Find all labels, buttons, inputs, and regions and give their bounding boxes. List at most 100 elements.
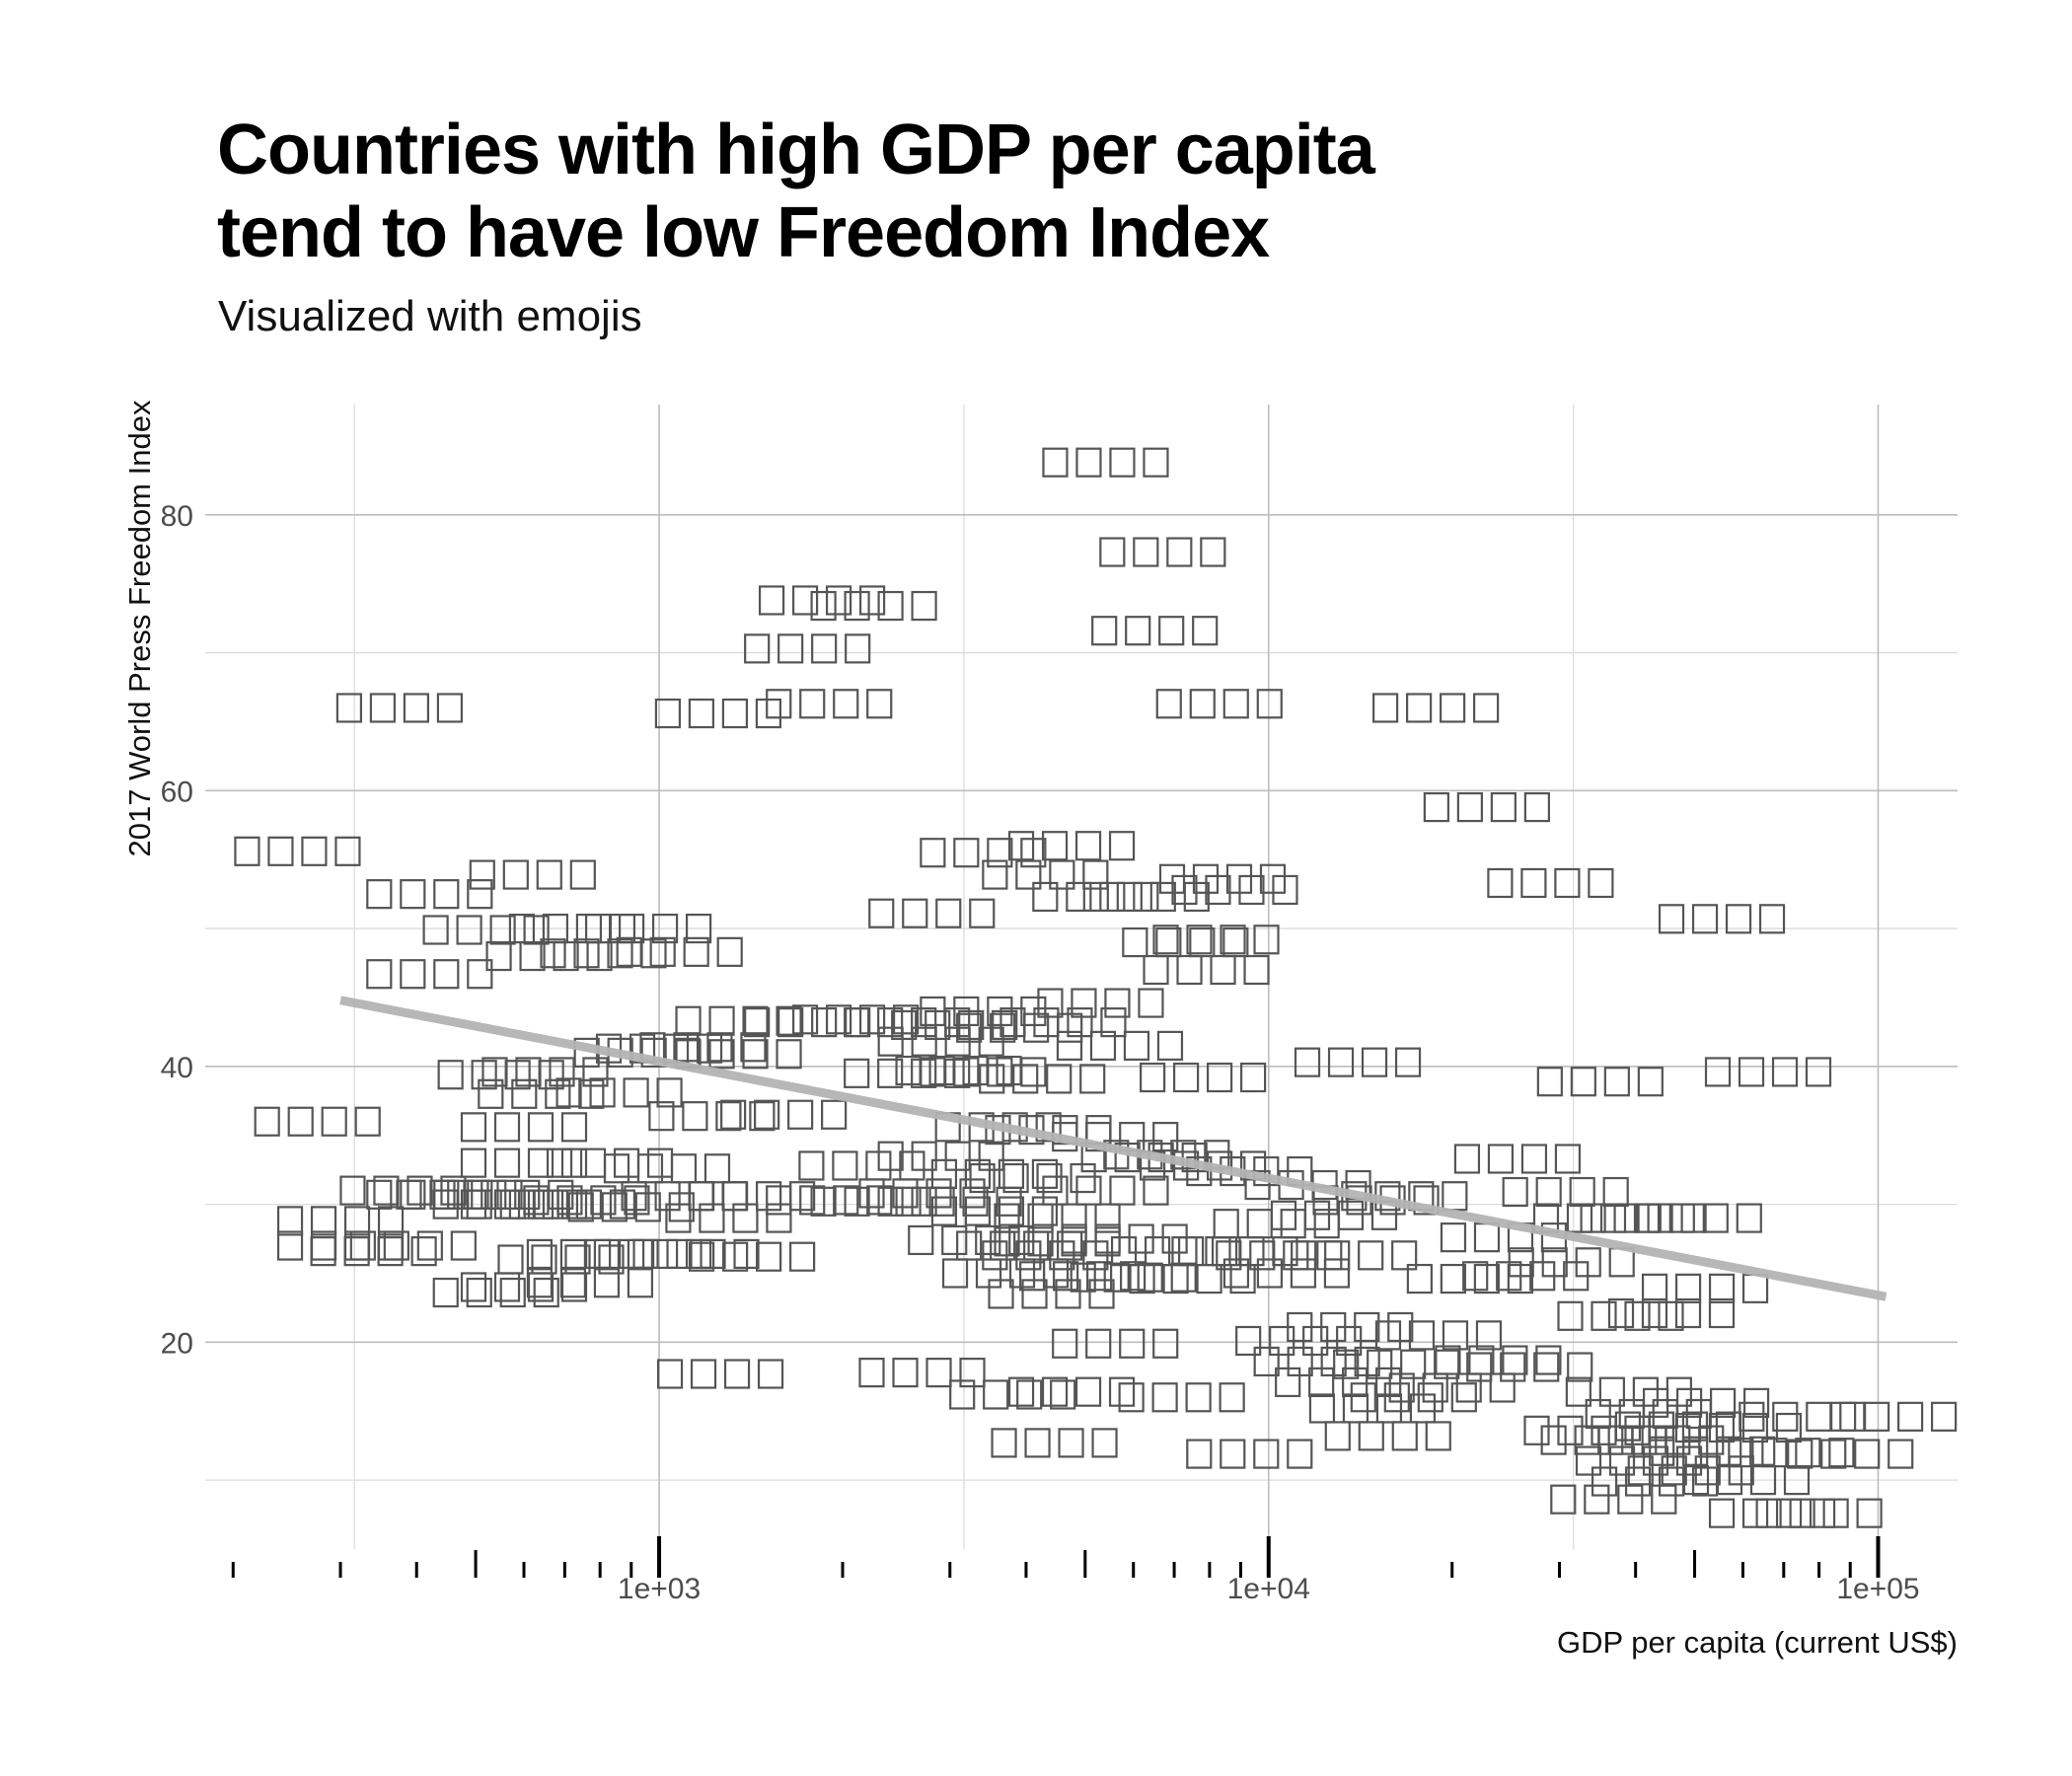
emoji-glyph-box xyxy=(1280,1209,1306,1239)
emoji-glyph-box xyxy=(811,1007,838,1038)
data-point xyxy=(1435,1345,1562,1375)
emoji-glyph-box xyxy=(1887,1439,1914,1469)
emoji-glyph-box xyxy=(560,1112,588,1143)
emoji-glyph-box xyxy=(821,1099,848,1130)
emoji-glyph-box xyxy=(799,689,826,719)
data-point xyxy=(895,1055,1022,1086)
data-point xyxy=(584,1238,712,1270)
emoji-glyph-box xyxy=(1067,1007,1093,1038)
emoji-glyph-box xyxy=(994,1226,1020,1257)
emoji-glyph-box xyxy=(877,590,904,622)
emoji-glyph-box xyxy=(1120,1261,1147,1292)
emoji-glyph-box xyxy=(969,898,996,928)
data-point xyxy=(810,1186,937,1217)
data-point xyxy=(1536,1067,1664,1097)
emoji-glyph-box xyxy=(1839,1401,1866,1432)
data-point xyxy=(1550,1484,1677,1515)
emoji-glyph-box xyxy=(1830,1401,1857,1432)
data-point xyxy=(1042,447,1169,478)
data-point xyxy=(1374,1320,1503,1351)
emoji-glyph-box xyxy=(1637,1067,1664,1097)
emoji-glyph-box xyxy=(722,1241,749,1272)
data-point xyxy=(1007,1376,1136,1407)
emoji-glyph-box xyxy=(858,1358,885,1388)
emoji-glyph-box xyxy=(621,1181,647,1212)
emoji-glyph-box xyxy=(559,1268,587,1298)
emoji-glyph-box xyxy=(1806,1401,1832,1432)
data-point xyxy=(920,1057,1047,1087)
emoji-glyph-box xyxy=(1417,1382,1443,1413)
emoji-glyph-box xyxy=(925,1358,952,1388)
emoji-glyph-box xyxy=(1036,1162,1063,1194)
emoji-glyph-box xyxy=(1682,1465,1710,1496)
emoji-glyph-box xyxy=(1591,1300,1617,1331)
emoji-glyph-box xyxy=(1119,1328,1146,1359)
emoji-glyph-box xyxy=(369,693,397,723)
emoji-glyph-box xyxy=(1342,1367,1369,1397)
emoji-glyph-box xyxy=(481,1179,507,1210)
emoji-glyph-box xyxy=(1303,1200,1331,1230)
emoji-glyph-box xyxy=(601,1192,628,1222)
emoji-glyph-box xyxy=(1008,1224,1035,1256)
trend-line xyxy=(339,996,1887,1301)
data-point xyxy=(1291,1240,1418,1271)
emoji-glyph-box xyxy=(1456,791,1483,823)
emoji-glyph-box xyxy=(1614,1411,1642,1442)
emoji-glyph-box xyxy=(579,1147,607,1178)
emoji-glyph-box xyxy=(533,1277,559,1308)
data-point xyxy=(844,1058,971,1088)
emoji-glyph-box xyxy=(1648,1411,1675,1442)
emoji-glyph-box xyxy=(1270,1200,1297,1230)
emoji-glyph-box xyxy=(1235,1325,1262,1357)
emoji-glyph-box xyxy=(1238,874,1265,906)
chart-subtitle: Visualized with emojis xyxy=(218,292,642,340)
emoji-glyph-box xyxy=(1406,693,1433,723)
emoji-glyph-box xyxy=(467,959,493,990)
emoji-glyph-box xyxy=(648,1101,675,1132)
emoji-glyph-box xyxy=(911,1026,937,1057)
emoji-glyph-box xyxy=(1809,1498,1836,1528)
emoji-glyph-box xyxy=(665,1203,692,1233)
emoji-glyph-box xyxy=(632,1238,659,1270)
emoji-glyph-box xyxy=(1554,1144,1582,1174)
emoji-glyph-box xyxy=(1502,1345,1528,1375)
emoji-glyph-box xyxy=(527,1147,555,1178)
emoji-glyph-box xyxy=(485,940,512,972)
emoji-glyph-box xyxy=(1674,1412,1702,1443)
emoji-glyph-box xyxy=(1046,1064,1073,1094)
emoji-glyph-box xyxy=(1253,1346,1280,1377)
emoji-glyph-box xyxy=(1091,1428,1118,1458)
emoji-glyph-box xyxy=(689,1241,715,1272)
emoji-glyph-box xyxy=(959,1178,986,1209)
emoji-glyph-box xyxy=(1103,1262,1130,1293)
emoji-glyph-box xyxy=(1171,874,1198,906)
emoji-glyph-box xyxy=(1658,1300,1684,1331)
emoji-glyph-box xyxy=(1487,1144,1515,1174)
emoji-glyph-box xyxy=(1795,1438,1821,1468)
x-tick-label: 1e+04 xyxy=(1227,1573,1310,1605)
emoji-glyph-box xyxy=(1536,1067,1563,1097)
emoji-glyph-box xyxy=(1085,1328,1112,1359)
data-point xyxy=(1143,954,1270,986)
emoji-glyph-box xyxy=(618,1238,645,1270)
data-point xyxy=(675,1039,802,1070)
emoji-glyph-box xyxy=(646,1147,674,1178)
emoji-glyph-box xyxy=(1388,1372,1415,1403)
emoji-glyph-box xyxy=(1455,1372,1482,1403)
emoji-glyph-box xyxy=(908,1224,934,1256)
emoji-glyph-box xyxy=(1308,1367,1335,1397)
emoji-glyph-box xyxy=(1082,859,1109,890)
emoji-glyph-box xyxy=(1085,1122,1112,1152)
data-point xyxy=(1423,791,1550,823)
emoji-glyph-box xyxy=(555,1077,582,1108)
emoji-glyph-box xyxy=(776,1039,802,1070)
emoji-glyph-box xyxy=(1624,1466,1652,1497)
emoji-glyph-box xyxy=(1088,1279,1115,1309)
emoji-glyph-box xyxy=(276,1230,304,1261)
emoji-glyph-box xyxy=(895,1055,922,1086)
emoji-glyph-box xyxy=(928,1055,955,1086)
emoji-glyph-box xyxy=(1015,859,1042,890)
emoji-glyph-box xyxy=(683,936,709,967)
data-point xyxy=(1294,1047,1422,1077)
emoji-glyph-box xyxy=(1372,693,1399,723)
